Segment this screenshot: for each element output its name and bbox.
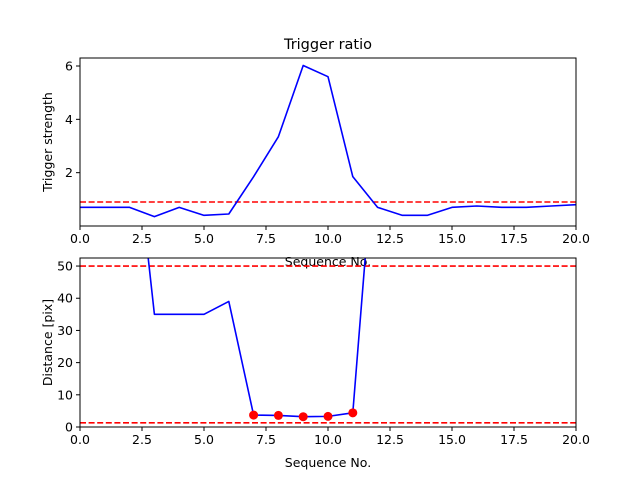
data-point (249, 410, 259, 420)
x-tick-label: 17.5 (500, 432, 528, 447)
data-point (298, 412, 308, 422)
x-tick-label: 15.0 (438, 432, 466, 447)
y-tick-label: 30 (57, 323, 73, 338)
data-point (273, 410, 283, 420)
x-tick-label: 0.0 (70, 231, 90, 246)
x-tick-label: 7.5 (256, 432, 276, 447)
x-axis-label: Sequence No. (285, 455, 371, 470)
y-tick-label: 2 (65, 165, 73, 180)
x-tick-label: 20.0 (562, 231, 590, 246)
x-tick-label: 2.5 (132, 231, 152, 246)
y-tick-label: 10 (57, 387, 73, 402)
plot-area (80, 64, 576, 218)
x-tick-label: 20.0 (562, 432, 590, 447)
x-tick-label: 0.0 (70, 432, 90, 447)
y-tick-label: 20 (57, 355, 73, 370)
chart-distance: 0.0 2.5 5.0 7.5 10.0 12.5 15.0 17.5 20.0 0 10 20 30 4… (40, 257, 590, 470)
y-axis-label: Trigger strength (40, 92, 55, 193)
y-axis-label: Distance [pix] (40, 299, 55, 386)
chart-title: Trigger ratio (283, 37, 372, 53)
x-tick-label: 10.0 (314, 231, 342, 246)
y-tick-label: 50 (57, 259, 73, 274)
y-tick-label: 4 (65, 112, 73, 127)
plot-area (80, 258, 576, 424)
y-tick-label: 40 (57, 291, 73, 306)
y-tick-label: 6 (65, 59, 73, 74)
series-line (80, 64, 576, 218)
y-tick-label: 0 (65, 420, 73, 435)
x-tick-label: 7.5 (256, 231, 276, 246)
x-tick-label: 10.0 (314, 432, 342, 447)
x-tick-label: 5.0 (194, 231, 214, 246)
x-tick-label: 12.5 (376, 432, 404, 447)
x-tick-label: 12.5 (376, 231, 404, 246)
x-tick-label: 17.5 (500, 231, 528, 246)
x-tick-label: 15.0 (438, 231, 466, 246)
data-point (323, 411, 333, 421)
data-point (348, 408, 358, 418)
x-tick-label: 5.0 (194, 432, 214, 447)
chart-trigger-ratio: 0.0 2.5 5.0 7.5 10.0 12.5 15.0 17.5 20.0246Seque… (40, 37, 590, 269)
x-tick-label: 2.5 (132, 432, 152, 447)
